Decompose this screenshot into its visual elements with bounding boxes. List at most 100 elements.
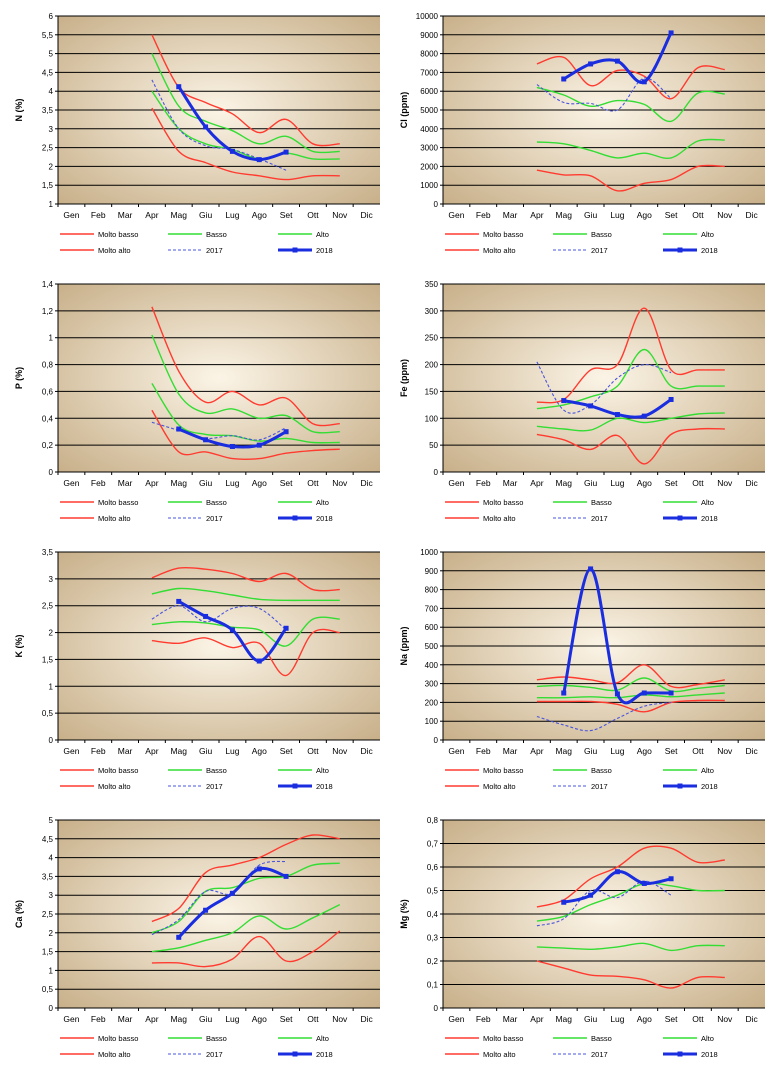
x-tick-label: Lug	[610, 210, 624, 220]
x-tick-label: Mag	[170, 1014, 187, 1024]
x-tick-label: Set	[280, 478, 293, 488]
series-line-alto	[151, 587, 340, 602]
legend-label: Molto basso	[98, 230, 138, 239]
x-tick-label: Mag	[555, 1014, 572, 1024]
y-tick-label: 4	[49, 854, 54, 863]
x-tick-label: Nov	[717, 746, 733, 756]
legend-swatch-marker	[677, 783, 683, 789]
x-tick-label: Gen	[63, 478, 79, 488]
plot-area	[58, 284, 380, 472]
legend-label: Alto	[701, 766, 714, 775]
x-tick-label: Feb	[476, 210, 491, 220]
y-tick-label: 1,5	[42, 181, 54, 190]
legend-label: 2017	[206, 782, 223, 791]
x-tick-label: Mar	[118, 210, 133, 220]
legend-label: Molto alto	[483, 514, 516, 523]
series-line-molto-basso	[536, 960, 725, 989]
y-tick-label: 0,3	[427, 934, 439, 943]
legend-label: Molto alto	[98, 782, 131, 791]
series-line-2017	[151, 860, 287, 936]
series-point-2018	[588, 892, 594, 898]
series-point-2018	[641, 880, 647, 886]
series-point-2018	[176, 426, 182, 432]
y-tick-label: 0	[434, 468, 439, 477]
y-tick-label: 600	[425, 623, 439, 632]
x-tick-label: Ott	[692, 1014, 704, 1024]
x-tick-label: Ott	[692, 210, 704, 220]
y-tick-label: 350	[425, 280, 439, 289]
x-tick-label: Nov	[332, 746, 348, 756]
x-tick-label: Feb	[91, 210, 106, 220]
x-tick-label: Nov	[717, 478, 733, 488]
y-axis-label: Mg (%)	[399, 899, 409, 929]
y-tick-label: 6000	[420, 87, 438, 96]
x-tick-label: Ott	[307, 478, 319, 488]
series-point-2018	[588, 61, 594, 67]
y-tick-label: 0,2	[42, 441, 54, 450]
x-tick-label: Ago	[252, 1014, 267, 1024]
series-point-2018	[283, 873, 289, 879]
x-tick-label: Mar	[118, 1014, 133, 1024]
y-tick-label: 8000	[420, 50, 438, 59]
x-tick-label: Ott	[692, 746, 704, 756]
y-tick-label: 2,5	[42, 910, 54, 919]
x-tick-label: Mag	[170, 210, 187, 220]
x-tick-label: Apr	[530, 210, 543, 220]
series-line-2017	[536, 701, 672, 732]
x-tick-label: Gen	[448, 210, 464, 220]
y-tick-label: 0,4	[427, 910, 439, 919]
x-tick-label: Set	[665, 746, 678, 756]
legend-label: 2017	[591, 514, 608, 523]
legend-label: Alto	[701, 498, 714, 507]
x-tick-label: Giu	[199, 210, 213, 220]
y-tick-label: 0	[434, 1004, 439, 1013]
y-tick-label: 1000	[420, 181, 438, 190]
y-tick-label: 4,5	[42, 68, 54, 77]
series-line-alto	[536, 348, 725, 410]
y-axis-label: Na (ppm)	[399, 627, 409, 666]
series-point-2018	[614, 58, 620, 64]
series-point-2018	[229, 627, 235, 633]
series-point-2018	[176, 598, 182, 604]
legend-label: 2017	[591, 782, 608, 791]
y-tick-label: 0,5	[427, 887, 439, 896]
legend-label: Alto	[701, 230, 714, 239]
series-point-2018	[283, 429, 289, 435]
chart-cl: 0 1000 2000 3000 4000 5000 6000 7000 8000 9000 100…	[399, 12, 765, 255]
legend-label: Alto	[701, 1034, 714, 1043]
y-axis-label: Ca (%)	[14, 900, 24, 928]
chart-fe: 0 50 100 150 200 250 300 350 Gen Feb Mar Apr Mag Giu L…	[399, 280, 765, 523]
series-point-2018	[561, 76, 567, 82]
x-tick-label: Ott	[307, 210, 319, 220]
series-line-basso	[536, 412, 725, 432]
y-tick-label: 0,4	[42, 414, 54, 423]
series-line-alto	[151, 334, 340, 434]
series-point-2018	[561, 398, 567, 404]
legend-label: 2017	[591, 1050, 608, 1059]
y-tick-label: 150	[425, 387, 439, 396]
x-tick-label: Dic	[360, 1014, 373, 1024]
legend-label: 2017	[206, 514, 223, 523]
y-tick-label: 0	[49, 468, 54, 477]
y-tick-label: 2	[49, 162, 54, 171]
y-tick-label: 0,7	[427, 840, 439, 849]
x-tick-label: Dic	[360, 210, 373, 220]
series-point-2018	[668, 690, 674, 696]
legend-label: Molto basso	[98, 1034, 138, 1043]
x-tick-label: Gen	[63, 210, 79, 220]
x-tick-label: Gen	[63, 746, 79, 756]
legend-label: 2018	[316, 514, 333, 523]
y-tick-label: 3000	[420, 144, 438, 153]
x-tick-label: Lug	[610, 746, 624, 756]
y-tick-label: 300	[425, 680, 439, 689]
x-tick-label: Apr	[145, 746, 158, 756]
y-tick-label: 10000	[416, 12, 439, 21]
y-axis-label: Fe (ppm)	[399, 359, 409, 397]
x-tick-label: Mag	[170, 478, 187, 488]
series-line-basso	[151, 903, 341, 953]
y-tick-label: 300	[425, 307, 439, 316]
x-tick-label: Gen	[63, 1014, 79, 1024]
legend-label: Molto alto	[483, 782, 516, 791]
y-tick-label: 1	[49, 334, 54, 343]
